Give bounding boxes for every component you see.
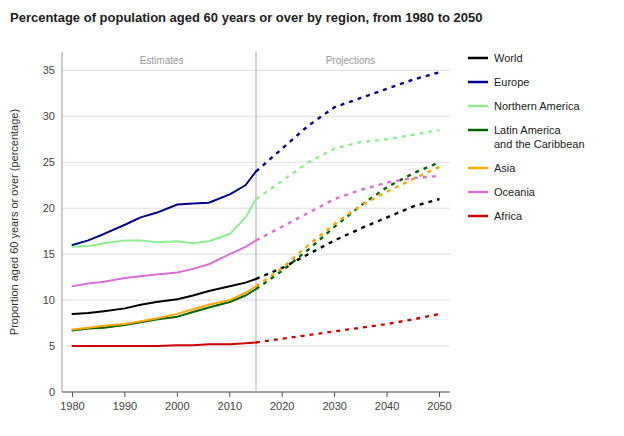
y-axis-label: Proportion aged 60 years or over (percen… [8,109,20,335]
x-tick [387,392,388,397]
y-tick-label: 15 [43,248,55,260]
y-grid: 0 5 10 15 20 25 30 35 [43,64,450,398]
projection-line [256,176,440,240]
projection-line [256,162,440,289]
x-tick [177,392,178,397]
legend-label: Oceania [494,186,536,198]
x-tick [124,392,125,397]
x-tick [439,392,440,397]
legend-label: Latin Americaand the Caribbean [494,124,585,150]
x-tick-label: 2020 [270,400,294,412]
legend-label: Northern America [494,100,580,112]
legend-swatch [468,167,488,170]
x-tick [229,392,230,397]
legend-swatch [468,105,488,108]
x-tick-label: 1980 [60,400,84,412]
estimate-line [72,240,256,286]
legend-swatch [468,215,488,218]
x-tick-label: 2000 [165,400,189,412]
y-tick-label: 25 [43,156,55,168]
annotation: Projections [326,55,375,66]
x-tick-label: 2010 [218,400,242,412]
projection-line [256,72,440,171]
y-tick-label: 5 [49,340,55,352]
x-axis: 1980 1990 2000 2010 2020 2030 2040 2050 [60,392,452,412]
x-tick-label: 2030 [322,400,346,412]
projection-line [256,167,440,286]
projection-line [256,130,440,199]
projection-line [256,199,440,279]
legend-label: Africa [494,210,523,222]
x-tick-label: 2040 [375,400,399,412]
legend-label: Europe [494,76,529,88]
x-tick [72,392,73,397]
plot-area [72,52,439,392]
y-tick-label: 35 [43,64,55,76]
legend-label: Asia [494,162,516,174]
title: Percentage of population aged 60 years o… [10,10,483,25]
legend: World Europe Northern America Latin America… [468,52,585,222]
x-tick-label: 1990 [113,400,137,412]
legend-swatch [468,191,488,194]
estimate-line [72,286,256,329]
estimate-line [72,342,256,346]
estimate-line [72,279,256,314]
projection-line [256,314,440,342]
chart: Percentage of population aged 60 years o… [0,0,624,436]
legend-swatch [468,129,488,132]
y-axis-line [62,52,63,392]
annotation: Estimates [140,55,184,66]
divider-line [256,52,257,392]
legend-swatch [468,57,488,60]
x-tick [282,392,283,397]
x-tick-label: 2050 [427,400,451,412]
estimate-line [72,199,256,247]
legend-label: World [494,52,523,64]
estimate-line [72,289,256,330]
y-tick-label: 10 [43,294,55,306]
legend-swatch [468,81,488,84]
y-tick-label: 20 [43,202,55,214]
y-tick-label: 30 [43,110,55,122]
y-tick-label: 0 [49,386,55,398]
x-tick [334,392,335,397]
